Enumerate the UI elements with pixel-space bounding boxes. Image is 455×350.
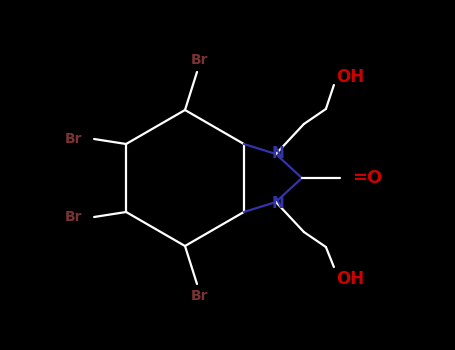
Text: Br: Br xyxy=(190,289,208,303)
Text: Br: Br xyxy=(65,210,82,224)
Text: Br: Br xyxy=(65,132,82,146)
Text: Br: Br xyxy=(190,53,208,67)
Text: N: N xyxy=(272,196,284,210)
Text: OH: OH xyxy=(336,68,364,86)
Text: N: N xyxy=(272,147,284,161)
Text: =O: =O xyxy=(352,169,382,187)
Text: OH: OH xyxy=(336,270,364,288)
